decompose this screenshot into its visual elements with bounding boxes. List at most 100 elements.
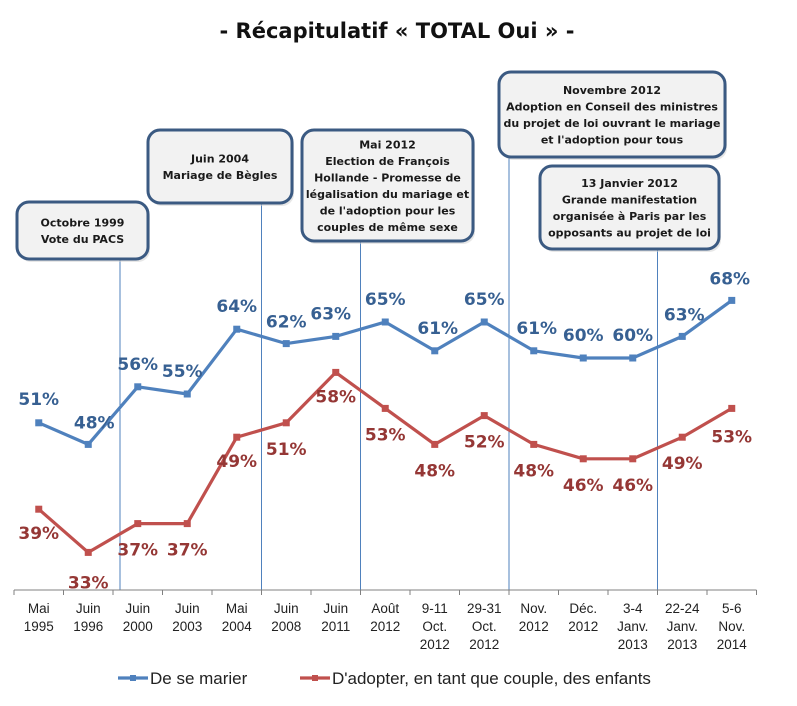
callout-box	[538, 164, 721, 251]
legend-item: De se marier	[118, 669, 248, 688]
data-point	[282, 340, 290, 348]
callout-box	[497, 70, 727, 159]
callout-text: Hollande - Promesse de	[314, 171, 461, 184]
x-tick-label: 9-11	[422, 601, 448, 616]
data-point	[530, 440, 538, 448]
x-tick-label: Juin	[175, 601, 200, 616]
x-tick-label: 2003	[172, 619, 202, 634]
x-tick-label: 2012	[370, 619, 400, 634]
data-label: 49%	[662, 454, 703, 474]
callout-text: Juin 2004	[190, 152, 249, 165]
data-point	[579, 455, 587, 463]
data-label: 61%	[417, 319, 458, 339]
data-point	[35, 505, 43, 513]
chart-title: - Récapitulatif « TOTAL Oui » -	[220, 19, 575, 43]
data-label: 60%	[563, 326, 604, 346]
data-label: 51%	[18, 390, 59, 410]
callout-13-janvier: 13 Janvier 2012 Grande manifestation organ…	[538, 164, 721, 252]
data-point	[183, 520, 191, 528]
data-label: 51%	[266, 440, 307, 460]
data-point	[381, 318, 389, 326]
legend-item: D'adopter, en tant que couple, des enfan…	[300, 669, 651, 688]
data-label: 60%	[612, 326, 653, 346]
x-tick-label: 2004	[222, 619, 253, 634]
callout-box	[146, 128, 294, 205]
x-tick-label: 2011	[321, 619, 350, 634]
x-tick-label: Juin	[76, 601, 101, 616]
x-tick-label: Août	[371, 601, 399, 616]
legend-marker	[130, 675, 136, 681]
data-point	[728, 296, 736, 304]
data-label: 55%	[162, 362, 203, 382]
data-point	[183, 390, 191, 398]
callout-text: opposants au projet de loi	[548, 226, 711, 239]
data-label: 53%	[711, 427, 752, 447]
data-label: 49%	[216, 452, 257, 472]
callout-text: et l'adoption pour tous	[541, 133, 684, 146]
x-axis: Mai 1995 Juin 1996 Juin 2000 Juin 2003 Mai 2004 Ju…	[13, 589, 757, 652]
data-label: 64%	[216, 297, 257, 317]
x-tick-label: Mai	[28, 601, 50, 616]
data-point	[332, 332, 340, 340]
callout-box	[300, 128, 475, 243]
x-tick-label: 2012	[469, 637, 499, 652]
data-point	[233, 325, 241, 333]
data-label: 61%	[516, 319, 557, 339]
callout-octobre-1999: Octobre 1999 Vote du PACS	[15, 200, 150, 262]
x-tick-label: Juin	[274, 601, 299, 616]
callout-text: Adoption en Conseil des ministres	[506, 100, 718, 113]
data-point	[629, 354, 637, 362]
x-tick-label: 1996	[73, 619, 103, 634]
x-tick-label: 1995	[24, 619, 54, 634]
data-label: 37%	[117, 541, 158, 561]
data-label: 63%	[664, 305, 705, 325]
data-point	[381, 404, 389, 412]
data-point	[480, 412, 488, 420]
callout-text: Vote du PACS	[41, 233, 124, 246]
data-point	[282, 419, 290, 427]
series-adopter: 39% 33% 37% 37% 49% 51% 58% 53% 48% 52% 48% 46% 46% 4…	[18, 368, 752, 593]
legend-label: D'adopter, en tant que couple, des enfan…	[332, 669, 651, 688]
callout-text: organisée à Paris par les	[553, 210, 707, 223]
callout-mai-2012: Mai 2012 Election de François Hollande - P…	[300, 128, 475, 244]
legend: De se marier D'adopter, en tant que coupl…	[118, 669, 651, 688]
callout-text: Mai 2012	[359, 138, 416, 151]
callout-text: Election de François	[325, 155, 450, 168]
x-tick-label: 5-6	[722, 601, 742, 616]
callout-box	[15, 200, 150, 261]
data-label: 52%	[464, 433, 505, 453]
data-label: 39%	[18, 524, 59, 544]
data-point	[233, 433, 241, 441]
series-de-se-marier: 51%48%56% 55%64%62% 63%65%61%65%61% 60% 60%6…	[18, 269, 750, 448]
x-tick-label: 3-4	[623, 601, 643, 616]
data-point	[728, 404, 736, 412]
data-label: 65%	[365, 290, 406, 310]
x-tick-label: 2008	[271, 619, 301, 634]
callout-text: légalisation du mariage et	[306, 188, 469, 201]
callouts: Octobre 1999 Vote du PACS Juin 2004 Mariage…	[15, 70, 727, 262]
x-tick-label: 2012	[519, 619, 549, 634]
x-tick-label: 22-24	[665, 601, 700, 616]
data-point	[35, 419, 43, 427]
data-label: 48%	[513, 461, 554, 481]
data-label: 33%	[68, 573, 109, 593]
x-tick-label: 2013	[667, 637, 697, 652]
series-line	[37, 370, 733, 555]
legend-label: De se marier	[150, 669, 248, 688]
x-tick-label: 2014	[717, 637, 748, 652]
x-tick-label: Oct.	[472, 619, 497, 634]
x-tick-label: 29-31	[467, 601, 502, 616]
x-tick-label: Nov.	[718, 619, 745, 634]
data-label: 63%	[310, 304, 351, 324]
data-point	[431, 440, 439, 448]
callout-text: Octobre 1999	[41, 216, 125, 229]
data-point	[134, 520, 142, 528]
data-label: 65%	[464, 290, 505, 310]
callout-juin-2004: Juin 2004 Mariage de Bègles	[146, 128, 294, 206]
data-label: 48%	[414, 461, 455, 481]
data-label: 48%	[74, 413, 115, 433]
callout-text: Mariage de Bègles	[163, 169, 278, 182]
data-point	[579, 354, 587, 362]
x-tick-label: Déc.	[569, 601, 597, 616]
data-point	[332, 368, 340, 376]
